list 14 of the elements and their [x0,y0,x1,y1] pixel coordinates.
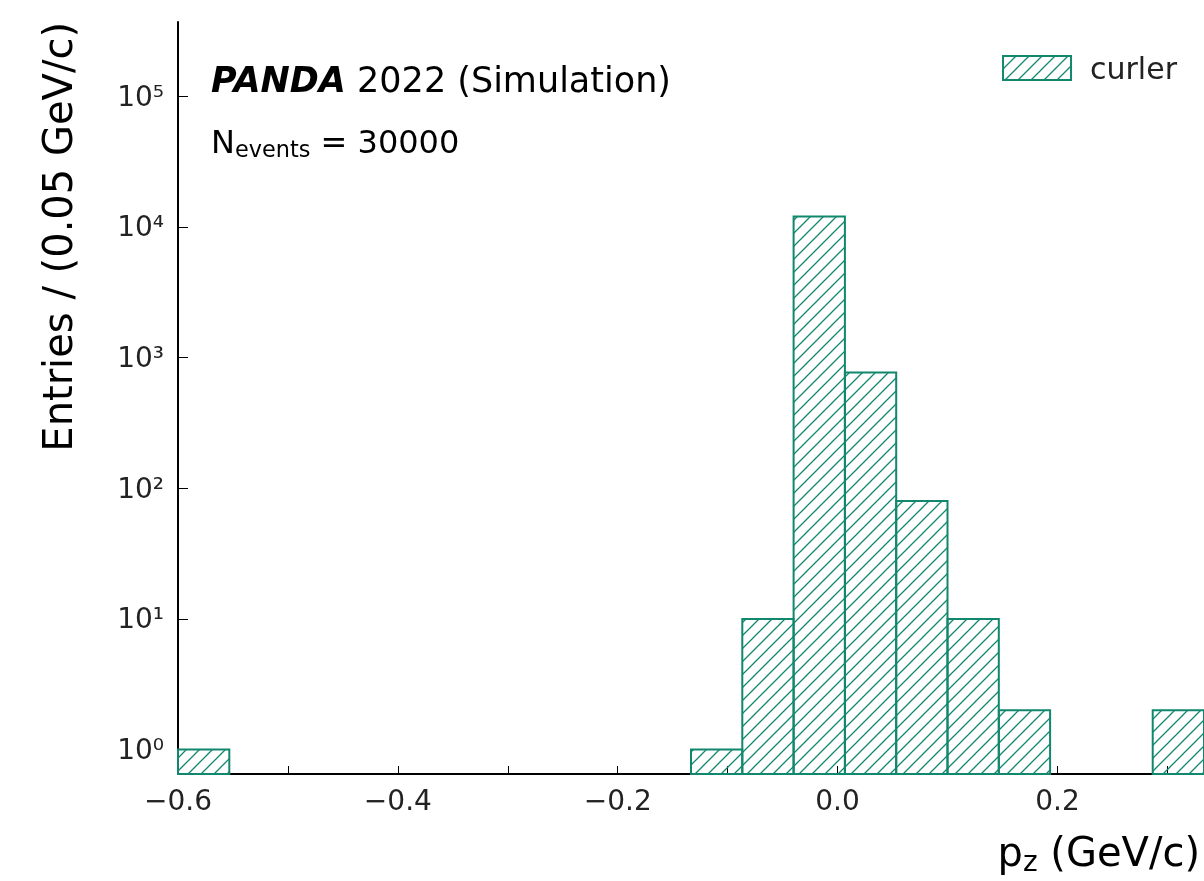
text: PANDA 2022 (Simulation) [211,59,672,100]
legend-label: curler [1090,50,1178,86]
y-tick-label: 10³ [117,341,164,375]
x-tick-label: −0.2 [583,783,652,817]
y-tick-label: 10⁰ [117,733,164,767]
y-axis-title: Entries / (0.05 GeV/c) [35,21,81,452]
y-tick-label: 10¹ [117,602,164,636]
x-tick-label: 0.2 [1035,783,1080,817]
y-tick-label: 10⁵ [117,79,164,113]
y-tick-label: 10² [117,471,164,505]
x-tick-label: −0.6 [144,783,212,817]
x-tick-label: 0.0 [815,783,860,817]
x-tick-label: −0.4 [363,783,432,817]
y-tick-label: 10⁴ [117,210,164,244]
